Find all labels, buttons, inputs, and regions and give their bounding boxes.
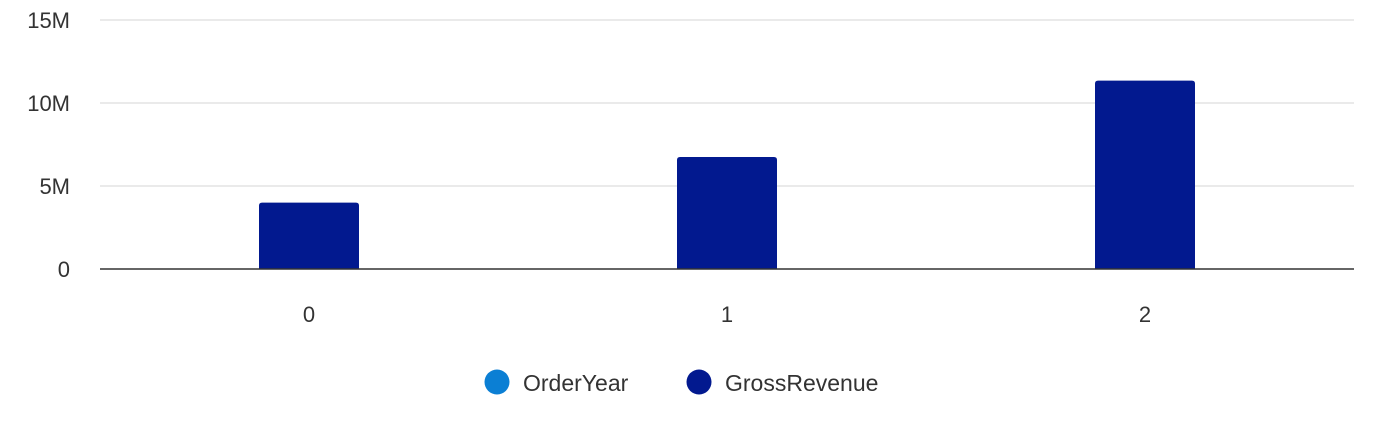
- legend-label: OrderYear: [523, 370, 629, 396]
- legend-swatch: [686, 369, 712, 395]
- y-tick-label: 10M: [27, 91, 70, 116]
- legend[interactable]: OrderYear GrossRevenue: [484, 369, 879, 397]
- y-axis-tick-labels: 0 5M 10M 15M: [27, 8, 70, 282]
- bar-grossrevenue-2: [1095, 80, 1195, 269]
- legend-item-grossrevenue[interactable]: GrossRevenue: [686, 369, 879, 397]
- bar-grossrevenue-1: [677, 156, 777, 269]
- y-tick-label: 0: [58, 257, 70, 282]
- legend-swatch: [484, 369, 510, 395]
- legend-item-orderyear[interactable]: OrderYear: [484, 369, 629, 397]
- bar-grossrevenue-0: [259, 202, 359, 269]
- y-tick-label: 15M: [27, 8, 70, 33]
- y-tick-label: 5M: [39, 174, 70, 199]
- legend-label: GrossRevenue: [725, 370, 878, 396]
- x-tick-label: 2: [1139, 302, 1151, 327]
- x-axis-tick-labels: 0 1 2: [303, 302, 1151, 327]
- bars: [259, 80, 1195, 269]
- x-tick-label: 0: [303, 302, 315, 327]
- x-tick-label: 1: [721, 302, 733, 327]
